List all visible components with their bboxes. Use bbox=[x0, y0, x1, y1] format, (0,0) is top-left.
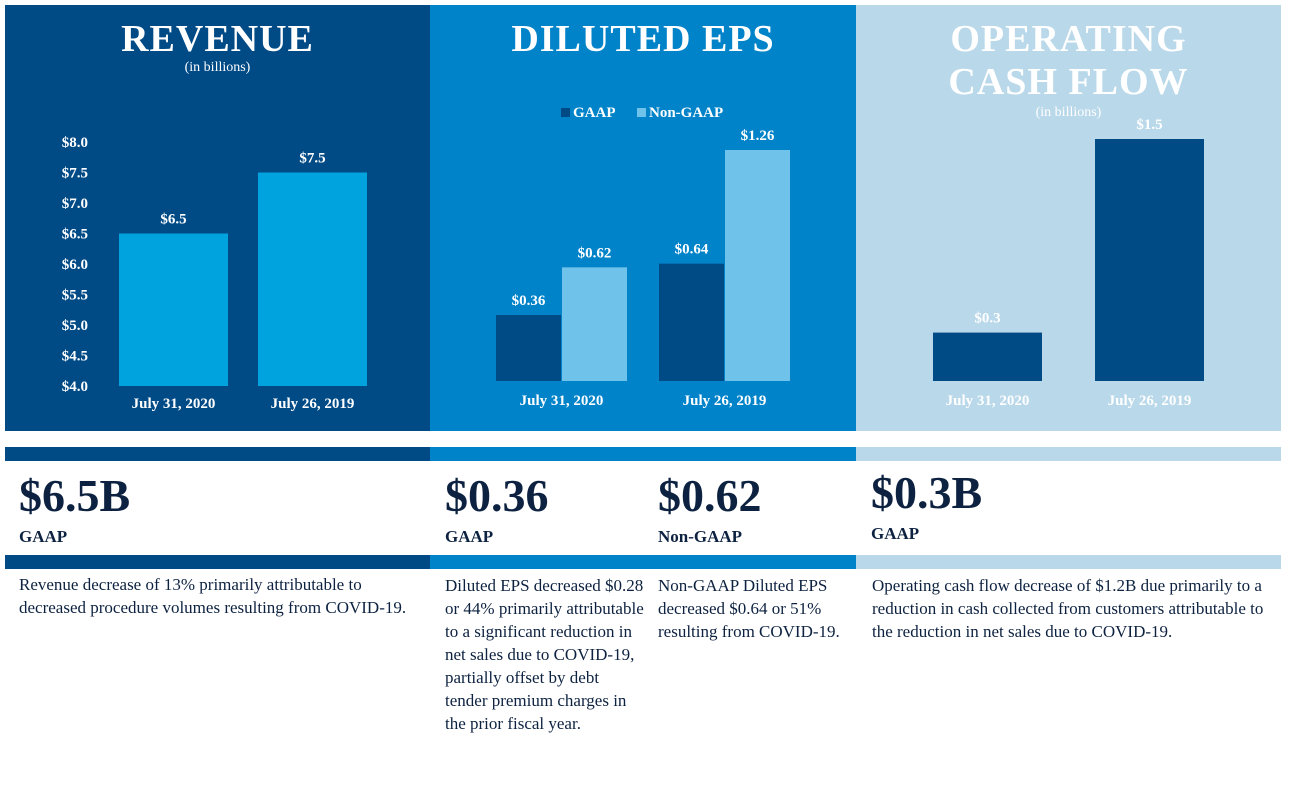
eps-gaap-bar bbox=[496, 315, 561, 381]
eps-non-gaap-bar bbox=[562, 267, 627, 381]
revenue-bottom-strip bbox=[5, 555, 430, 569]
eps-top-strip bbox=[430, 447, 856, 461]
revenue-y-tick-label: $7.5 bbox=[62, 166, 88, 182]
cash-chart: $0.3 July 31, 2020 $1.5 July 26, 2019 bbox=[933, 117, 1204, 409]
eps-title: DILUTED EPS bbox=[511, 18, 775, 60]
revenue-description: Revenue decrease of 13% primarily attrib… bbox=[19, 575, 407, 617]
cash-title-line2: CASH FLOW bbox=[948, 61, 1189, 103]
eps-legend-swatch bbox=[561, 108, 570, 117]
eps-x-tick-label: July 31, 2020 bbox=[520, 393, 604, 409]
cash-title-line1: OPERATING bbox=[950, 18, 1187, 60]
eps-chart: GAAP Non-GAAP $0.36 $0.64 $0.62 $1.26 July 31,… bbox=[496, 105, 790, 409]
eps-panel: DILUTED EPS GAAP Non-GAAP $0.36 $0.64 $0.62 $… bbox=[430, 5, 856, 431]
cash-data-label: $0.3 bbox=[974, 311, 1000, 327]
revenue-y-tick-label: $8.0 bbox=[62, 135, 88, 151]
eps-data-label: $0.62 bbox=[578, 245, 612, 261]
eps-legend-label: Non-GAAP bbox=[649, 105, 723, 121]
revenue-bar bbox=[258, 172, 367, 386]
revenue-y-tick-label: $4.5 bbox=[62, 349, 88, 365]
revenue-data-label: $6.5 bbox=[160, 212, 186, 228]
cash-panel: OPERATING CASH FLOW (in billions) $0.3 Ju… bbox=[856, 5, 1281, 431]
revenue-y-tick-label: $7.0 bbox=[62, 196, 88, 212]
cash-kpi-label: GAAP bbox=[871, 524, 920, 543]
revenue-y-tick-label: $4.0 bbox=[62, 379, 88, 395]
revenue-subtitle: (in billions) bbox=[184, 60, 251, 75]
eps-data-label: $1.26 bbox=[741, 128, 775, 144]
cash-top-strip bbox=[856, 447, 1281, 461]
eps-gaap-value: $0.36 bbox=[445, 470, 549, 521]
cash-x-tick-label: July 26, 2019 bbox=[1108, 393, 1192, 409]
cash-description: Operating cash flow decrease of $1.2B du… bbox=[872, 576, 1264, 641]
eps-x-tick-label: July 26, 2019 bbox=[683, 393, 767, 409]
eps-legend-label: GAAP bbox=[573, 105, 616, 121]
revenue-title: REVENUE bbox=[121, 18, 314, 60]
eps-data-label: $0.64 bbox=[675, 242, 709, 258]
eps-gaap-bar bbox=[659, 263, 724, 381]
eps-bottom-strip bbox=[430, 555, 856, 569]
revenue-kpi-value: $6.5B bbox=[19, 470, 131, 521]
revenue-bar bbox=[119, 233, 228, 386]
revenue-y-tick-label: $6.5 bbox=[62, 227, 88, 243]
cash-data-label: $1.5 bbox=[1136, 117, 1162, 133]
eps-legend-swatch bbox=[637, 108, 646, 117]
eps-non-gaap-description: Non-GAAP Diluted EPS decreased $0.64 or … bbox=[658, 576, 840, 641]
eps-non-gaap-bar bbox=[725, 150, 790, 381]
cash-bar bbox=[933, 332, 1042, 381]
eps-non-gaap-label: Non-GAAP bbox=[658, 527, 743, 546]
revenue-y-tick-label: $5.0 bbox=[62, 318, 88, 334]
revenue-panel: REVENUE (in billions) $4.0 $4.5 $5.0 $5.5 $6… bbox=[5, 5, 430, 431]
revenue-kpi-label: GAAP bbox=[19, 527, 68, 546]
revenue-x-tick-label: July 31, 2020 bbox=[132, 396, 216, 412]
revenue-chart: $4.0 $4.5 $5.0 $5.5 $6.0 $6.5 $7.0 $7.5 $8.0 $6.5… bbox=[62, 135, 367, 412]
revenue-y-tick-label: $5.5 bbox=[62, 288, 88, 304]
revenue-data-label: $7.5 bbox=[299, 151, 325, 167]
cash-x-tick-label: July 31, 2020 bbox=[946, 393, 1030, 409]
revenue-x-tick-label: July 26, 2019 bbox=[271, 396, 355, 412]
cash-bottom-strip bbox=[856, 555, 1281, 569]
cash-kpi-value: $0.3B bbox=[871, 467, 983, 518]
revenue-top-strip bbox=[5, 447, 430, 461]
eps-gaap-description: Diluted EPS decreased $0.28 or 44% prima… bbox=[445, 576, 644, 733]
cash-bar bbox=[1095, 139, 1204, 381]
eps-gaap-label: GAAP bbox=[445, 527, 494, 546]
eps-data-label: $0.36 bbox=[512, 293, 546, 309]
cash-subtitle: (in billions) bbox=[1035, 105, 1102, 120]
eps-non-gaap-value: $0.62 bbox=[658, 470, 762, 521]
revenue-y-tick-label: $6.0 bbox=[62, 257, 88, 273]
